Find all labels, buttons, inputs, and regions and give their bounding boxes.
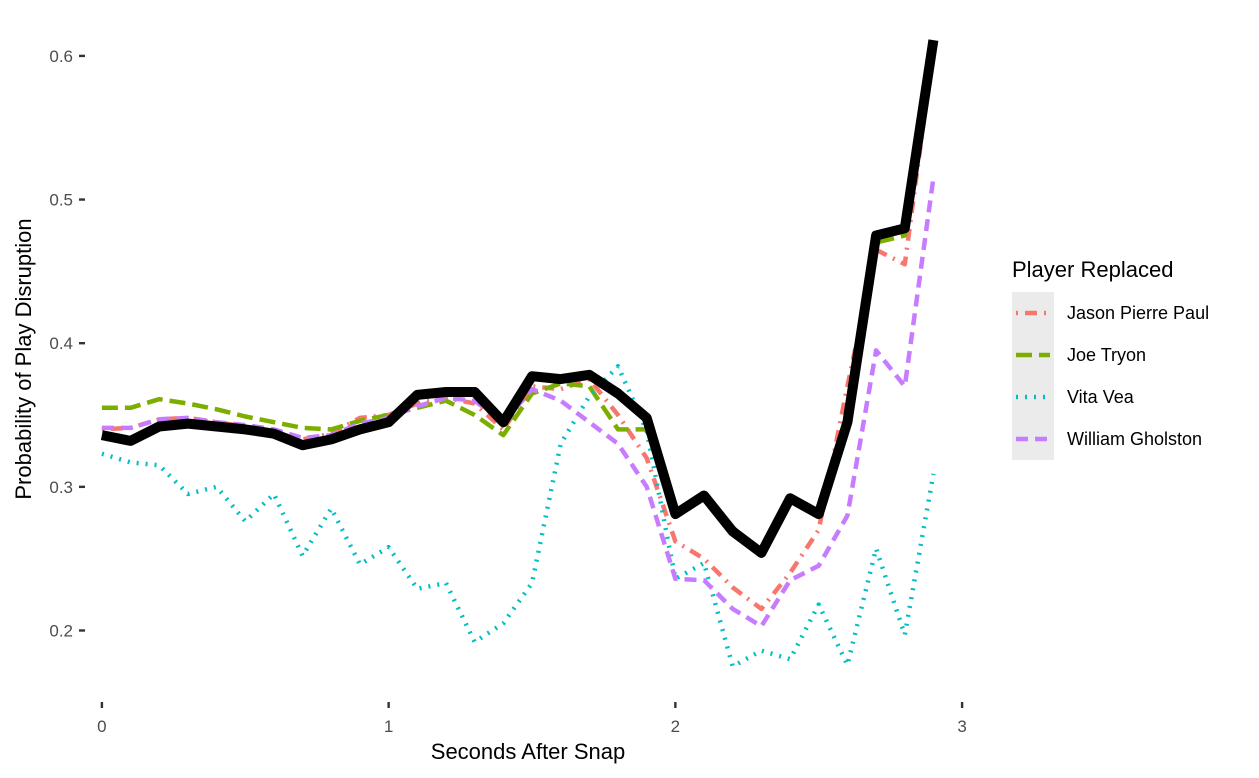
y-tick-label: 0.5 [49,191,73,210]
legend-label: Joe Tryon [1067,345,1146,365]
legend-items: Jason Pierre Paul Joe Tryon Vita Vea Willia… [1016,303,1209,449]
series-line-jason-pierre-paul [101,48,936,612]
legend-label: Vita Vea [1067,387,1135,407]
y-tick-label: 0.3 [49,478,73,497]
x-tick-label: 0 [97,717,106,736]
y-axis-title: Probability of Play Disruption [11,218,36,499]
series-layer [101,41,936,669]
legend-key-background [1012,292,1054,460]
y-axis: 0.2 0.3 0.4 0.5 0.6 [49,47,85,640]
series-line-joe-tryon [101,41,936,559]
legend-label: Jason Pierre Paul [1067,303,1209,323]
y-tick-label: 0.4 [49,334,73,353]
x-tick-label: 2 [671,717,680,736]
y-tick-label: 0.2 [49,621,73,640]
baseline-layer [100,39,939,558]
x-axis-title: Seconds After Snap [431,739,625,764]
x-axis: 0 1 2 3 [97,702,967,736]
legend-label: William Gholston [1067,429,1202,449]
baseline-line [100,39,939,558]
x-tick-label: 3 [957,717,966,736]
x-tick-label: 1 [384,717,393,736]
legend-title: Player Replaced [1012,257,1173,282]
y-tick-label: 0.6 [49,47,73,66]
legend: Player Replaced Jason Pierre Paul Joe Try… [1012,257,1209,460]
